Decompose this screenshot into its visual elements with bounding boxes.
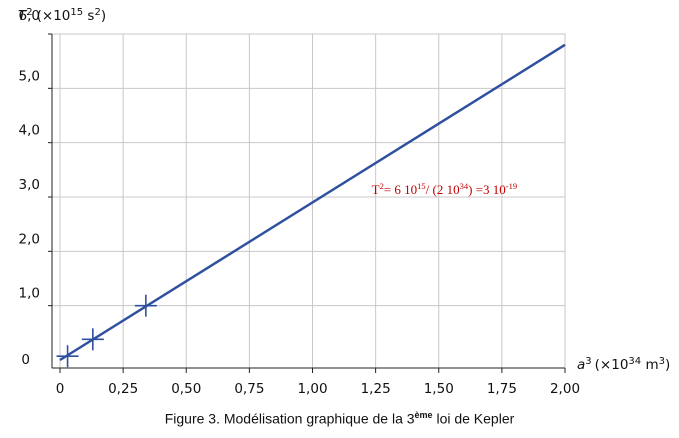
kepler-chart: 0 0,25 0,50 0,75 1,00 1,25 1,50 1,75 2,00 0 1,0 2,… xyxy=(18,7,670,397)
y-tick-label: 3,0 xyxy=(19,177,40,193)
series xyxy=(56,43,566,368)
y-tick-labels: 0 1,0 2,0 3,0 4,0 5,0 6,0 xyxy=(19,8,40,368)
y-axis-title: T2 (×1015 s2) xyxy=(18,7,106,24)
slope-annotation: T2= 6 1015/ (2 1034) =3 10-19 xyxy=(372,181,518,197)
fit-line xyxy=(59,43,566,362)
x-tick-label: 0 xyxy=(56,381,65,397)
y-tick-label: 2,0 xyxy=(19,231,40,247)
axes xyxy=(48,33,566,373)
x-tick-label: 0,50 xyxy=(171,381,201,397)
y-tick-label: 0 xyxy=(21,352,30,368)
x-tick-label: 0,25 xyxy=(108,381,138,397)
x-tick-label: 1,50 xyxy=(424,381,454,397)
x-tick-label: 1,00 xyxy=(297,381,327,397)
x-tick-label: 1,75 xyxy=(487,381,517,397)
data-point-marker xyxy=(134,294,157,317)
x-axis-title: a3 (×1034 m3) xyxy=(577,356,670,373)
y-tick-label: 6,0 xyxy=(19,8,40,24)
x-tick-labels: 0 0,25 0,50 0,75 1,00 1,25 1,50 1,75 2,00 xyxy=(56,381,580,397)
x-tick-label: 1,25 xyxy=(361,381,391,397)
x-tick-label: 0,75 xyxy=(234,381,264,397)
y-tick-label: 1,0 xyxy=(19,286,40,302)
y-tick-label: 4,0 xyxy=(19,123,40,139)
data-point-marker xyxy=(81,328,104,351)
x-tick-label: 2,00 xyxy=(550,381,580,397)
data-point-marker xyxy=(56,345,79,368)
y-tick-label: 5,0 xyxy=(19,68,40,84)
figure-caption: Figure 3. Modélisation graphique de la 3… xyxy=(164,410,515,427)
